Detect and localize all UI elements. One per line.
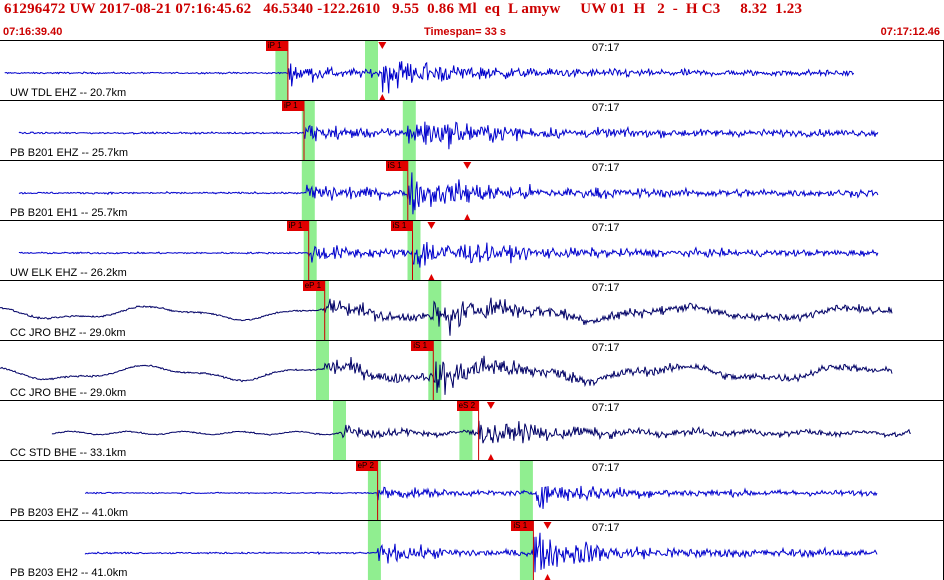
trace-panel[interactable]: iP 1 07:17 UW TDL EHZ -- 20.7km bbox=[0, 40, 944, 100]
pick-window bbox=[519, 461, 533, 520]
end-time-label: 07:17:12.46 bbox=[880, 26, 940, 38]
time-axis-summary: 07:16:39.40 Timespan= 33 s 07:17:12.46 bbox=[0, 24, 944, 40]
waveform bbox=[84, 485, 878, 509]
waveform bbox=[51, 420, 911, 444]
pick-marker-triangle bbox=[463, 162, 472, 169]
minute-tick-label: 07:17 bbox=[592, 522, 620, 534]
pick-tag[interactable]: iS 1 bbox=[511, 521, 534, 531]
pick-tag[interactable]: eS 2 bbox=[456, 401, 479, 411]
minute-tick-label: 07:17 bbox=[592, 462, 620, 474]
pick-tag[interactable]: eP 1 bbox=[302, 281, 325, 291]
pick-window bbox=[316, 341, 329, 400]
pick-window bbox=[402, 101, 416, 160]
pick-tag[interactable]: iS 1 bbox=[411, 341, 434, 351]
pick-marker-triangle bbox=[428, 274, 435, 280]
event-summary-title: 61296472 UW 2017-08-21 07:16:45.62 46.53… bbox=[4, 1, 803, 17]
channel-label: PB B203 EH2 -- 41.0km bbox=[10, 567, 128, 579]
pick-tag[interactable]: iP 1 bbox=[286, 221, 309, 231]
trace-panel[interactable]: iS 1 07:17 PB B203 EH2 -- 41.0km bbox=[0, 520, 944, 580]
pick-marker-triangle bbox=[487, 454, 494, 460]
pick-tag[interactable]: iS 1 bbox=[385, 161, 408, 171]
pick-marker-triangle bbox=[379, 94, 386, 100]
pick-tag[interactable]: iS 1 bbox=[390, 221, 413, 231]
pick-window bbox=[459, 401, 473, 460]
pick-marker-triangle bbox=[544, 574, 551, 580]
minute-tick-label: 07:17 bbox=[592, 162, 620, 174]
timespan-label: Timespan= 33 s bbox=[424, 26, 507, 38]
pick-window bbox=[367, 521, 381, 580]
channel-label: CC STD BHE -- 33.1km bbox=[10, 447, 127, 459]
waveform bbox=[0, 355, 893, 395]
pick-window bbox=[333, 401, 346, 460]
trace-panel[interactable]: iS 1 07:17 CC JRO BHE -- 29.0km bbox=[0, 340, 944, 400]
minute-tick-label: 07:17 bbox=[592, 342, 620, 354]
pick-tag[interactable]: iP 1 bbox=[265, 41, 288, 51]
minute-tick-label: 07:17 bbox=[592, 402, 620, 414]
start-time-label: 07:16:39.40 bbox=[3, 26, 63, 38]
trace-panel[interactable]: iP 1 iS 1 07:17 UW ELK EHZ -- 26.2km bbox=[0, 220, 944, 280]
minute-tick-label: 07:17 bbox=[592, 42, 620, 54]
waveform bbox=[18, 241, 879, 268]
trace-panel[interactable]: eP 2 07:17 PB B203 EHZ -- 41.0km bbox=[0, 460, 944, 520]
channel-label: PB B201 EH1 -- 25.7km bbox=[10, 207, 128, 219]
channel-label: CC JRO BHZ -- 29.0km bbox=[10, 327, 126, 339]
channel-label: PB B201 EHZ -- 25.7km bbox=[10, 147, 128, 159]
trace-panel[interactable]: eP 1 07:17 CC JRO BHZ -- 29.0km bbox=[0, 280, 944, 340]
pick-marker-triangle bbox=[378, 42, 387, 49]
pick-tag[interactable]: iP 1 bbox=[281, 101, 304, 111]
waveform bbox=[84, 532, 878, 573]
pick-marker-triangle bbox=[486, 402, 495, 409]
waveform bbox=[18, 121, 879, 150]
pick-window bbox=[303, 221, 317, 280]
pick-window bbox=[275, 41, 289, 100]
trace-panel[interactable]: iS 1 07:17 PB B201 EH1 -- 25.7km bbox=[0, 160, 944, 220]
channel-label: PB B203 EHZ -- 41.0km bbox=[10, 507, 128, 519]
channel-label: UW ELK EHZ -- 26.2km bbox=[10, 267, 127, 279]
pick-window bbox=[316, 281, 329, 340]
event-header: 61296472 UW 2017-08-21 07:16:45.62 46.53… bbox=[0, 0, 944, 40]
minute-tick-label: 07:17 bbox=[592, 102, 620, 114]
channel-label: UW TDL EHZ -- 20.7km bbox=[10, 87, 127, 99]
pick-window bbox=[428, 281, 442, 340]
pick-window bbox=[365, 41, 378, 100]
pick-marker-triangle bbox=[543, 522, 552, 529]
waveform bbox=[4, 61, 855, 94]
pick-window bbox=[519, 521, 533, 580]
minute-tick-label: 07:17 bbox=[592, 282, 620, 294]
minute-tick-label: 07:17 bbox=[592, 222, 620, 234]
pick-window bbox=[407, 221, 421, 280]
channel-label: CC JRO BHE -- 29.0km bbox=[10, 387, 127, 399]
waveform bbox=[18, 172, 879, 215]
pick-tag[interactable]: eP 2 bbox=[355, 461, 378, 471]
waveform bbox=[0, 297, 893, 336]
trace-panel[interactable]: eS 2 07:17 CC STD BHE -- 33.1km bbox=[0, 400, 944, 460]
pick-marker-triangle bbox=[464, 214, 471, 220]
trace-panel[interactable]: iP 1 07:17 PB B201 EHZ -- 25.7km bbox=[0, 100, 944, 160]
pick-marker-triangle bbox=[427, 222, 436, 229]
seismogram-traces: iP 1 07:17 UW TDL EHZ -- 20.7km iP 1 07:17 PB… bbox=[0, 40, 944, 580]
